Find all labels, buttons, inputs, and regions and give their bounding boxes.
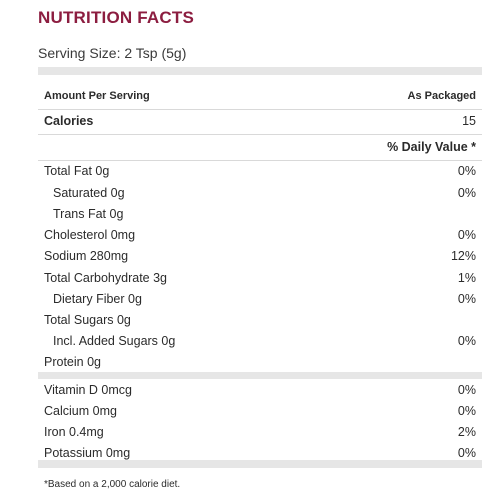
vitamin-label: Vitamin D 0mcg bbox=[44, 382, 132, 397]
nutrient-dv: 0% bbox=[457, 333, 476, 348]
table-row: Sodium 280mg 12% bbox=[38, 245, 482, 266]
vitamin-label: Iron 0.4mg bbox=[44, 424, 104, 439]
page-title: NUTRITION FACTS bbox=[38, 8, 194, 27]
table-row: Total Fat 0g 0% bbox=[38, 160, 482, 181]
amount-per-serving-label: Amount Per Serving bbox=[44, 90, 150, 102]
table-row: Potassium 0mg 0% bbox=[38, 442, 482, 463]
nutrient-label: Sodium 280mg bbox=[44, 248, 129, 263]
nutrient-dv: 12% bbox=[450, 248, 476, 263]
table-row: Trans Fat 0g bbox=[38, 203, 482, 224]
table-row: Cholesterol 0mg 0% bbox=[38, 224, 482, 245]
calories-value: 15 bbox=[462, 114, 476, 128]
table-row: Dietary Fiber 0g 0% bbox=[38, 288, 482, 309]
header-row: Amount Per Serving As Packaged bbox=[38, 87, 482, 105]
nutrient-dv: 0% bbox=[457, 291, 476, 306]
daily-value-header: % Daily Value * bbox=[387, 140, 476, 154]
calories-row: Calories 15 bbox=[38, 111, 482, 131]
nutrient-dv: 0% bbox=[457, 163, 476, 178]
table-row: Total Sugars 0g bbox=[38, 309, 482, 330]
table-row: Protein 0g bbox=[38, 351, 482, 372]
divider bbox=[38, 134, 482, 135]
nutrient-dv: 0% bbox=[457, 185, 476, 200]
nutrient-label: Total Fat 0g bbox=[44, 163, 110, 178]
vitamin-dv: 0% bbox=[457, 403, 476, 418]
nutrient-label: Cholesterol 0mg bbox=[44, 227, 136, 242]
nutrient-dv: 1% bbox=[457, 270, 476, 285]
section-divider bbox=[38, 372, 482, 379]
vitamin-dv: 0% bbox=[457, 382, 476, 397]
nutrient-label: Total Carbohydrate 3g bbox=[44, 270, 167, 285]
table-row: Calcium 0mg 0% bbox=[38, 400, 482, 421]
serving-size: Serving Size: 2 Tsp (5g) bbox=[38, 45, 187, 61]
table-row: Total Carbohydrate 3g 1% bbox=[38, 267, 482, 288]
vitamin-dv: 2% bbox=[457, 424, 476, 439]
vitamin-label: Potassium 0mg bbox=[44, 445, 131, 460]
nutrient-label: Saturated 0g bbox=[53, 185, 125, 200]
nutrient-label: Protein 0g bbox=[44, 354, 101, 369]
table-row: Incl. Added Sugars 0g 0% bbox=[38, 330, 482, 351]
nutrient-label: Total Sugars 0g bbox=[44, 312, 131, 327]
divider bbox=[38, 160, 482, 161]
table-row: Vitamin D 0mcg 0% bbox=[38, 379, 482, 400]
nutrient-dv: 0% bbox=[457, 227, 476, 242]
table-row: Iron 0.4mg 2% bbox=[38, 421, 482, 442]
nutrient-label: Incl. Added Sugars 0g bbox=[53, 333, 176, 348]
as-packaged-label: As Packaged bbox=[407, 90, 476, 102]
nutrition-label: Amount Per Serving As Packaged Calories … bbox=[38, 67, 482, 468]
table-row: Saturated 0g 0% bbox=[38, 182, 482, 203]
vitamin-dv: 0% bbox=[457, 445, 476, 460]
footnote: *Based on a 2,000 calorie diet. bbox=[44, 479, 181, 490]
divider bbox=[38, 109, 482, 110]
nutrient-label: Dietary Fiber 0g bbox=[53, 291, 142, 306]
vitamin-label: Calcium 0mg bbox=[44, 403, 117, 418]
nutrient-label: Trans Fat 0g bbox=[53, 206, 124, 221]
daily-value-row: % Daily Value * bbox=[38, 137, 482, 157]
calories-label: Calories bbox=[44, 114, 94, 128]
